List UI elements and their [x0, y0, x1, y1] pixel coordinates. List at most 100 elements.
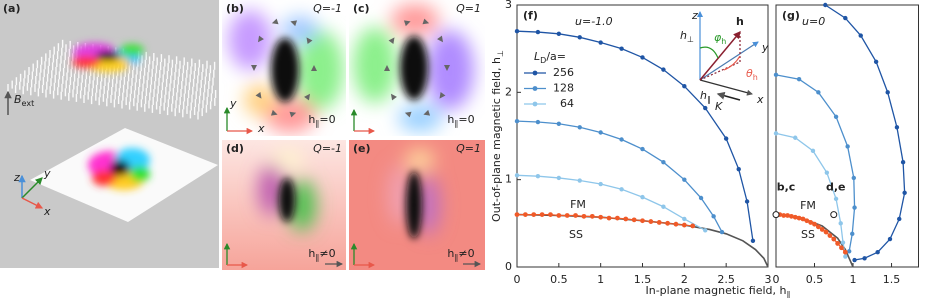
spin-arrow [422, 18, 430, 25]
field-label: h∥≠0 [447, 247, 474, 262]
y-tick-label: 3 [505, 0, 512, 11]
legend-dot [532, 101, 538, 107]
legend-title-main: L [534, 50, 540, 63]
inset-label-main: h [736, 15, 744, 28]
plot-frame [775, 4, 919, 268]
series-point [703, 228, 708, 233]
topological-charge: Q=1 [456, 2, 481, 15]
series-point [703, 105, 708, 111]
panel-label: (a) [3, 2, 20, 15]
open-point [830, 211, 838, 219]
x-axis-label: In-plane magnetic field, h∥ [646, 284, 791, 298]
series-point [838, 221, 843, 226]
field-label-sub: ∥ [454, 253, 458, 262]
field-label-main: B [14, 93, 22, 106]
inset-label: h⊥ [680, 29, 694, 44]
x-tick-label: 1 [850, 273, 857, 286]
field-label-main: h [308, 113, 315, 126]
ss-point [819, 227, 825, 232]
series-line [516, 30, 754, 241]
series-point [682, 84, 687, 89]
ss-point [606, 215, 612, 221]
x-tick-label: 1.5 [883, 273, 901, 286]
series-point [556, 121, 562, 126]
ss-point [598, 214, 604, 220]
series-point [845, 144, 850, 149]
ss-point [589, 213, 595, 219]
ss-point [804, 218, 810, 224]
series-point [640, 55, 645, 60]
ss-point [522, 212, 528, 218]
series-point [843, 254, 848, 259]
field-label-after: =0 [458, 113, 474, 126]
spin-arrow [444, 65, 450, 71]
field-label: h∥=0 [447, 113, 474, 128]
x-tick-label: 0 [773, 273, 780, 286]
series-point [514, 118, 520, 124]
x-axis-label-sub: ∥ [787, 290, 791, 298]
spin-arrow [270, 109, 278, 116]
series-line [775, 132, 846, 257]
field-label-after: ≠0 [319, 247, 335, 260]
axis-label-main: y [229, 97, 237, 110]
legend-dot [532, 70, 538, 76]
x-tick-label: 1 [597, 273, 604, 286]
ss-point [564, 213, 570, 218]
y-tick-label: 0 [505, 260, 512, 273]
panel-label: (g) [782, 9, 800, 22]
x-tick-label: 1.5 [634, 273, 652, 286]
skyrmion-top [72, 43, 144, 72]
series-point [773, 72, 779, 78]
inset-label-main: φ [714, 31, 722, 44]
axis-arrow [21, 197, 44, 209]
axis-label-main: y [43, 167, 51, 180]
series-point [556, 31, 562, 37]
axis-label: x [43, 205, 51, 218]
spin-arrow [257, 35, 264, 43]
series-point [598, 40, 603, 45]
series-point [661, 67, 666, 72]
spin-arrow [289, 111, 297, 118]
panel-axes [223, 106, 482, 269]
series-point [773, 131, 779, 136]
field-label-main: h [308, 247, 315, 260]
inset-label: y [761, 41, 769, 54]
spin-arrow [384, 65, 390, 71]
field-label-sub: ∥ [315, 119, 319, 128]
x-tick-label: 0.5 [550, 273, 568, 286]
axis-label-main: z [13, 171, 20, 184]
inset-label: φh [714, 31, 726, 46]
spin-arrow [311, 65, 317, 71]
spin-arrow [390, 93, 397, 101]
x-tick-label: 2 [681, 273, 688, 286]
spin-arrow [306, 37, 313, 44]
spin-arrow [423, 109, 431, 116]
series-point [535, 173, 541, 179]
legend-label: 64 [560, 97, 574, 110]
ss-point [789, 213, 794, 219]
series-point [833, 196, 839, 202]
panel-label: (e) [353, 142, 371, 155]
x-tick-label: 2.5 [717, 273, 735, 286]
x-tick-label: 0.5 [806, 273, 824, 286]
series-point [858, 33, 863, 38]
legend-label: 256 [553, 66, 574, 79]
ss-point [548, 212, 553, 218]
ss-point [839, 245, 844, 251]
y-axis-label-sub: ⊥ [496, 50, 505, 57]
ss-point [785, 213, 790, 218]
series-line [824, 4, 906, 261]
spin-arrow [437, 35, 444, 43]
x-tick-label: 3 [765, 273, 772, 286]
topological-charge: Q=-1 [313, 2, 342, 15]
field-label-sub: ∥ [315, 253, 319, 262]
series-point [514, 173, 520, 178]
phase-label: SS [569, 228, 583, 241]
ss-point [831, 236, 837, 242]
spin-arrow [251, 65, 257, 71]
skyrmion-bottom [88, 148, 150, 190]
series-point [851, 175, 856, 181]
legend-title: LD/a= [534, 50, 566, 65]
series-point [875, 249, 880, 255]
series-point [723, 136, 729, 141]
